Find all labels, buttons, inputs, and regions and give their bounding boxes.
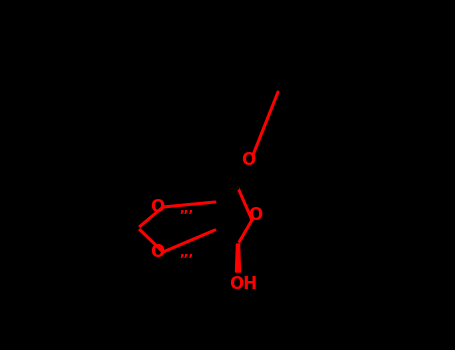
Text: ,,,: ,,, — [179, 246, 193, 259]
Text: O: O — [150, 198, 164, 216]
Text: O: O — [248, 206, 262, 224]
Text: OH: OH — [229, 275, 257, 293]
Polygon shape — [236, 244, 241, 272]
Text: O: O — [241, 151, 255, 169]
Text: O: O — [150, 243, 164, 261]
Text: ,,,: ,,, — [179, 202, 193, 215]
